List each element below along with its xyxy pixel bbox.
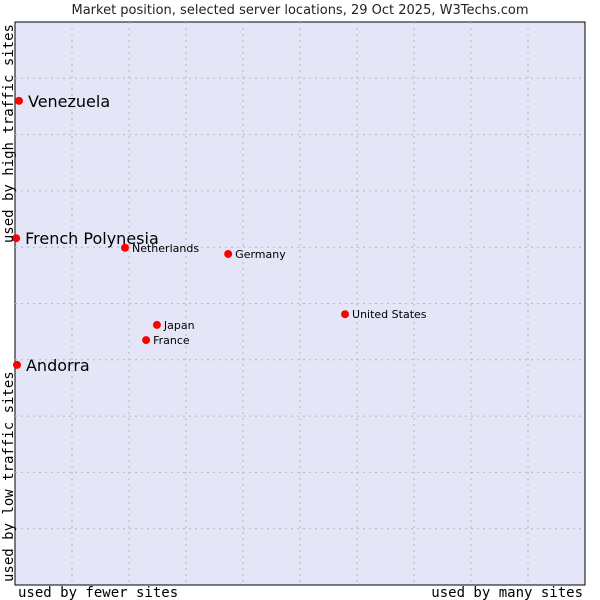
point-label: Andorra (26, 356, 90, 375)
point-japan (152, 320, 161, 329)
chart-title: Market position, selected server locatio… (71, 3, 528, 18)
x-label-right: used by many sites (431, 585, 583, 600)
y-label-bottom: used by low traffic sites (1, 371, 17, 582)
point-label: Japan (163, 319, 195, 332)
point-french-polynesia (12, 234, 21, 243)
point-label: Germany (235, 248, 286, 261)
point-label: French Polynesia (25, 229, 159, 248)
y-label-top: used by high traffic sites (1, 24, 17, 243)
point-label: Venezuela (28, 92, 110, 111)
x-label-left: used by fewer sites (18, 585, 178, 600)
point-label: United States (352, 308, 427, 321)
point-united-states (341, 310, 350, 319)
grid (15, 22, 585, 585)
point-andorra (12, 360, 21, 369)
point-france (142, 336, 151, 345)
point-netherlands (121, 243, 130, 252)
point-label: Netherlands (132, 242, 199, 255)
point-label: France (153, 334, 190, 347)
point-germany (224, 249, 233, 258)
point-venezuela (14, 96, 23, 105)
